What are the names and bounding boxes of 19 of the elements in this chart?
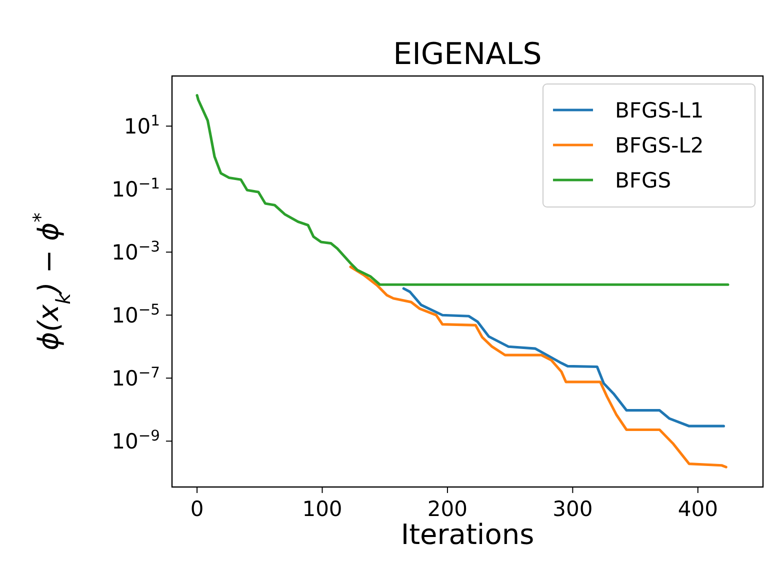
- y-tick-label: 10$^{−3}$: [112, 238, 160, 264]
- chart-title: EIGENALS: [393, 37, 542, 72]
- y-tick-label: 10$^{−9}$: [112, 426, 160, 454]
- line-series: [402, 287, 725, 428]
- legend-label: BFGS: [615, 168, 672, 192]
- legend-label: BFGS-L2: [615, 133, 704, 158]
- y-tick-label: 10$^{−5}$: [112, 300, 160, 328]
- y-tick-label: 10$^{−7}$: [112, 364, 160, 390]
- x-tick-label: 200: [427, 497, 468, 521]
- x-axis-title: Iterations: [400, 518, 534, 551]
- x-tick-label: 100: [302, 497, 342, 521]
- y-tick-label: 10$^{1}$: [124, 112, 160, 138]
- x-tick-label: 300: [552, 497, 593, 521]
- line-series: [196, 94, 730, 286]
- line-series: [349, 266, 728, 468]
- y-tick-label: 10$^{−1}$: [112, 174, 160, 202]
- legend-label: BFGS-L1: [615, 98, 704, 122]
- x-tick-label: 400: [678, 497, 718, 521]
- x-tick-label: 0: [190, 497, 204, 521]
